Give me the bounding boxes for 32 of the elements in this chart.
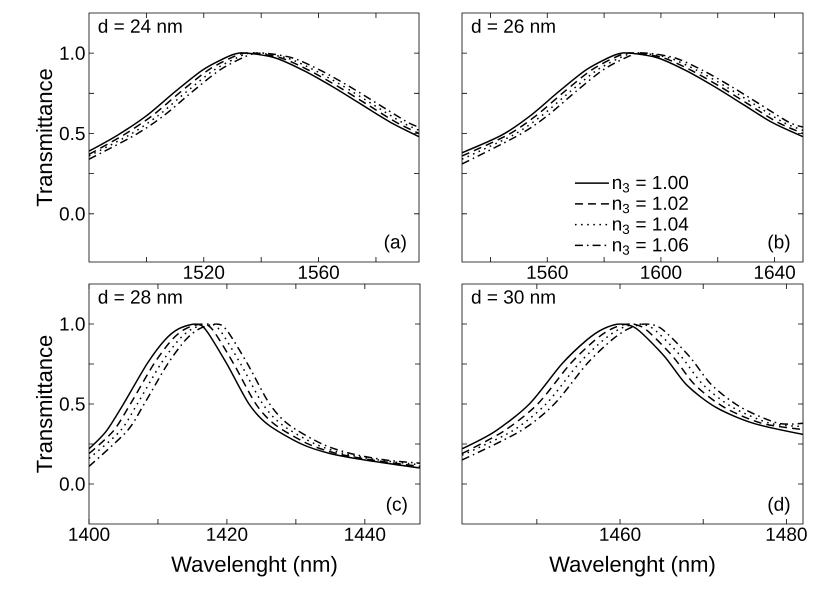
x-tick-label: 1460 xyxy=(600,528,640,541)
y-axis-title: Transmittance xyxy=(36,336,52,473)
legend-label: n$_{3}$ = 1.06 xyxy=(612,238,688,255)
x-tick-label: 1560 xyxy=(298,266,339,279)
annotation: d = 24 nm xyxy=(98,18,182,33)
legend-label: n$_{3}$ = 1.02 xyxy=(612,196,688,214)
x-tick-label: 1400 xyxy=(69,528,110,541)
y-axis-title: Transmittance xyxy=(36,69,52,206)
legend-label: n$_{3}$ = 1.00 xyxy=(612,176,688,192)
y-tick-label: 0.5 xyxy=(60,397,85,411)
x-axis-title: Wavelenght (nm) xyxy=(549,556,714,576)
y-tick-label: 0.0 xyxy=(60,207,85,221)
x-tick-label: 1520 xyxy=(184,266,224,279)
annotation: d = 28 nm xyxy=(98,290,182,304)
annotation: (d) xyxy=(768,496,790,515)
x-tick-label: 1640 xyxy=(754,266,795,279)
x-tick-label: 1480 xyxy=(766,528,807,541)
y-tick-label: 0.5 xyxy=(60,126,85,140)
x-tick-label: 1420 xyxy=(207,528,248,541)
y-tick-label: 1.0 xyxy=(60,317,85,331)
x-tick-label: 1560 xyxy=(528,266,568,279)
y-tick-label: 1.0 xyxy=(60,46,85,60)
legend-label: n$_{3}$ = 1.04 xyxy=(612,217,688,234)
y-tick-label: 0.0 xyxy=(60,477,85,491)
annotation: d = 26 nm xyxy=(472,18,555,33)
x-axis-title: Wavelenght (nm) xyxy=(171,556,336,576)
x-tick-label: 1600 xyxy=(641,266,682,279)
annotation: (c) xyxy=(386,496,407,515)
annotation: d = 30 nm xyxy=(472,290,555,304)
x-tick-label: 1440 xyxy=(345,528,386,541)
annotation: (a) xyxy=(384,234,406,252)
annotation: (b) xyxy=(768,234,790,252)
